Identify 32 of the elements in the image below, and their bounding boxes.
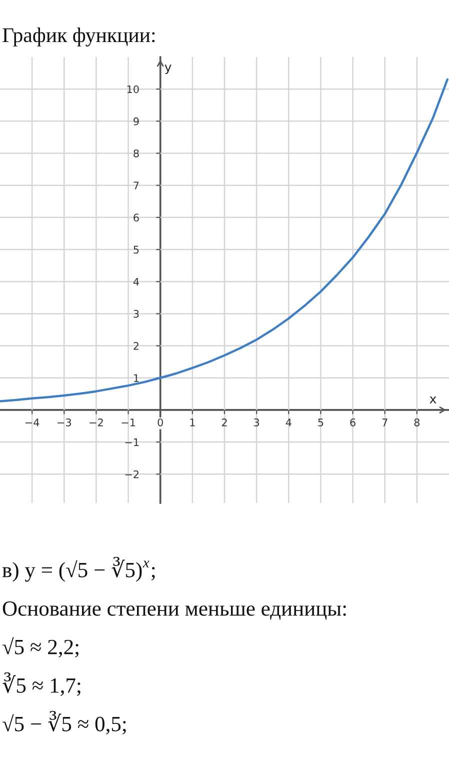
x-tick-label: 2 [222,418,227,426]
text: √5 − ∛5 ≈ 0,5; [2,710,126,734]
y-axis-title: y [164,64,172,74]
y-tick-label: −1 [125,438,139,446]
x-tick-label: 4 [286,418,292,426]
y-tick-label: 2 [134,342,138,350]
x-tick-label: −2 [90,418,103,426]
x-tick-label: 0 [158,418,163,426]
x-axis-title: x [430,396,436,404]
y-tick-label: −2 [125,470,138,478]
text: ∛5 ≈ 1,7; [2,672,80,696]
chart-title: График функции: [2,28,155,46]
y-tick-label: 8 [134,149,139,158]
text: √5 ≈ 2,2; [2,637,78,658]
text: Основание степени меньше единицы: [2,601,346,620]
x-tick-label: 5 [318,418,324,426]
y-tick-label: 9 [134,117,139,126]
y-tick-label: 6 [134,214,139,222]
y-tick-label: 5 [134,246,139,254]
y-tick-label: 10 [127,85,139,94]
y-tick-label: 4 [133,278,139,286]
y-tick-label: 3 [134,310,139,318]
line-series [0,78,449,402]
x-tick-label: 6 [350,418,356,426]
y-tick-label: 7 [134,182,139,190]
x-tick-label: −3 [58,418,71,426]
x-tick-label: 8 [414,418,420,426]
x-tick-label: 1 [190,418,195,426]
x-tick-label: 7 [382,418,388,426]
y-tick-label: 1 [134,374,139,382]
x-tick-label: 3 [254,418,260,426]
x-tick-label: −4 [25,418,40,426]
